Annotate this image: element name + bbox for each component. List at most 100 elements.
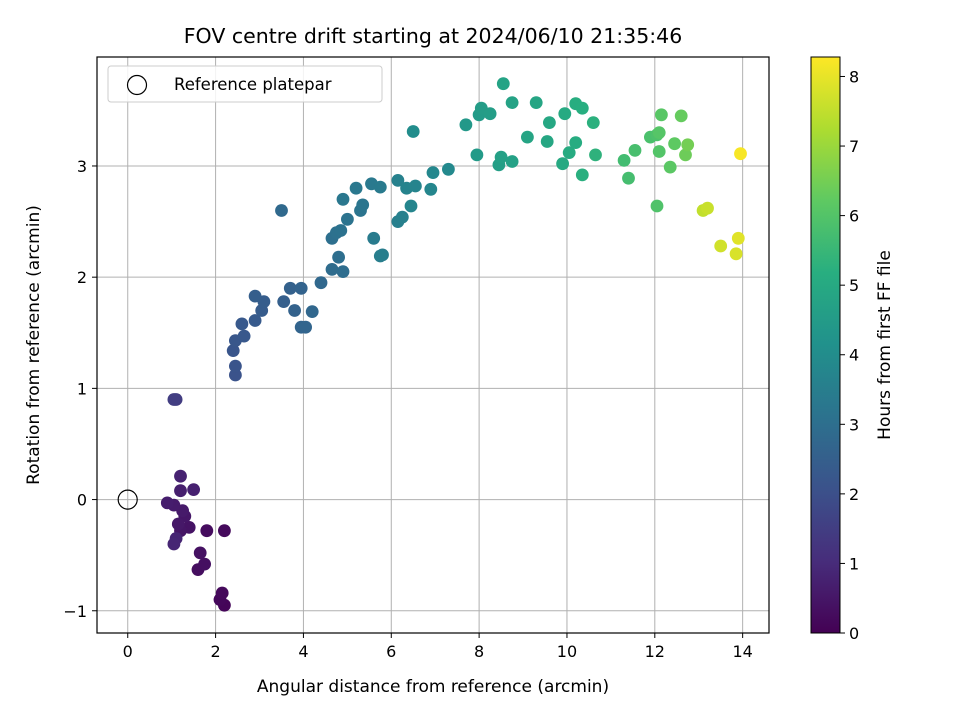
data-point	[714, 239, 728, 253]
legend-box	[107, 65, 383, 103]
colorbar-tick-label: 4	[849, 346, 859, 365]
data-point	[496, 77, 510, 91]
colorbar: 0 1 2 3 4 5 6 7 8 Hours from first FF file	[810, 56, 895, 643]
legend: Reference platepar	[107, 65, 383, 103]
data-point	[540, 135, 554, 148]
data-point	[617, 154, 631, 167]
x-tick-label: 2	[210, 642, 220, 661]
data-point	[174, 484, 187, 498]
data-point	[505, 155, 519, 168]
data-point	[160, 496, 174, 510]
data-point	[589, 148, 602, 162]
y-tick-label: 3	[77, 157, 87, 176]
x-axis-ticks: 0 2 4 6 8 10 12 14	[123, 633, 753, 661]
y-axis-label: Rotation from reference (arcmin)	[24, 205, 44, 485]
data-point	[494, 150, 508, 164]
data-point	[521, 130, 534, 144]
reference-marker-layer	[117, 489, 138, 510]
data-point	[356, 198, 370, 212]
reference-platepar-marker	[117, 489, 138, 510]
legend-label-reference: Reference platepar	[174, 75, 332, 94]
colorbar-frame	[810, 56, 841, 634]
data-point	[556, 157, 569, 171]
data-point	[349, 181, 363, 195]
data-point	[248, 289, 262, 303]
data-point	[193, 546, 207, 560]
grid-lines	[97, 57, 769, 633]
data-point	[334, 224, 348, 237]
data-point	[529, 96, 543, 109]
data-point	[424, 182, 438, 196]
y-axis-ticks: −1 0 1 2 3	[63, 157, 97, 621]
data-point	[229, 368, 242, 382]
colorbar-gradient	[811, 57, 840, 633]
data-point	[277, 295, 291, 308]
legend-marker-reference	[126, 74, 148, 96]
data-point	[663, 160, 677, 174]
colorbar-tick-label: 0	[849, 624, 859, 643]
data-point	[505, 96, 519, 109]
data-point	[404, 199, 418, 213]
data-point	[226, 344, 240, 357]
data-point	[294, 281, 308, 295]
data-point	[729, 247, 743, 261]
data-point	[470, 148, 484, 162]
colorbar-tick-label: 1	[849, 554, 859, 573]
colorbar-ticks: 0 1 2 3 4 5 6 7 8	[840, 67, 859, 643]
data-point	[442, 162, 455, 176]
data-point	[483, 107, 497, 121]
x-tick-label: 12	[645, 642, 665, 661]
data-point	[622, 171, 635, 185]
data-point	[235, 317, 249, 331]
data-point	[586, 116, 600, 129]
x-tick-label: 4	[298, 642, 308, 661]
data-point	[336, 265, 350, 278]
data-point	[373, 249, 387, 263]
data-point	[314, 276, 328, 290]
colorbar-tick-label: 5	[849, 276, 859, 295]
data-point	[391, 174, 405, 187]
data-point	[655, 108, 668, 122]
data-point	[305, 305, 319, 318]
data-point	[283, 281, 297, 295]
y-tick-label: −1	[63, 602, 87, 621]
y-tick-label: 0	[77, 491, 87, 510]
data-point	[668, 137, 681, 151]
colorbar-tick-label: 2	[849, 485, 859, 504]
data-point	[174, 469, 187, 483]
colorbar-tick-label: 8	[849, 67, 859, 86]
x-tick-label: 6	[386, 642, 396, 661]
data-point	[701, 201, 714, 215]
data-point	[341, 212, 354, 226]
chart-title: FOV centre drift starting at 2024/06/10 …	[184, 24, 683, 48]
x-tick-label: 10	[557, 642, 577, 661]
data-point	[229, 359, 242, 373]
data-point	[628, 144, 642, 157]
data-point	[215, 586, 229, 600]
colorbar-tick-label: 3	[849, 415, 859, 434]
data-point	[575, 168, 589, 182]
data-point	[562, 146, 576, 160]
data-point	[198, 557, 212, 571]
data-point	[332, 250, 345, 264]
data-points	[160, 77, 747, 612]
data-point	[543, 116, 556, 129]
data-point	[569, 136, 583, 150]
data-point	[218, 524, 231, 538]
x-tick-label: 8	[474, 642, 484, 661]
data-point	[734, 147, 747, 161]
data-point	[275, 204, 288, 217]
data-point	[187, 483, 201, 496]
data-point	[395, 210, 409, 224]
data-point	[426, 166, 440, 180]
data-point	[575, 101, 589, 115]
data-point	[248, 314, 262, 327]
data-point	[237, 329, 251, 343]
data-point	[200, 524, 214, 538]
data-point	[406, 125, 420, 138]
colorbar-label: Hours from first FF file	[875, 250, 895, 440]
x-tick-label: 14	[732, 642, 752, 661]
data-point	[409, 179, 422, 193]
data-point	[674, 109, 688, 123]
